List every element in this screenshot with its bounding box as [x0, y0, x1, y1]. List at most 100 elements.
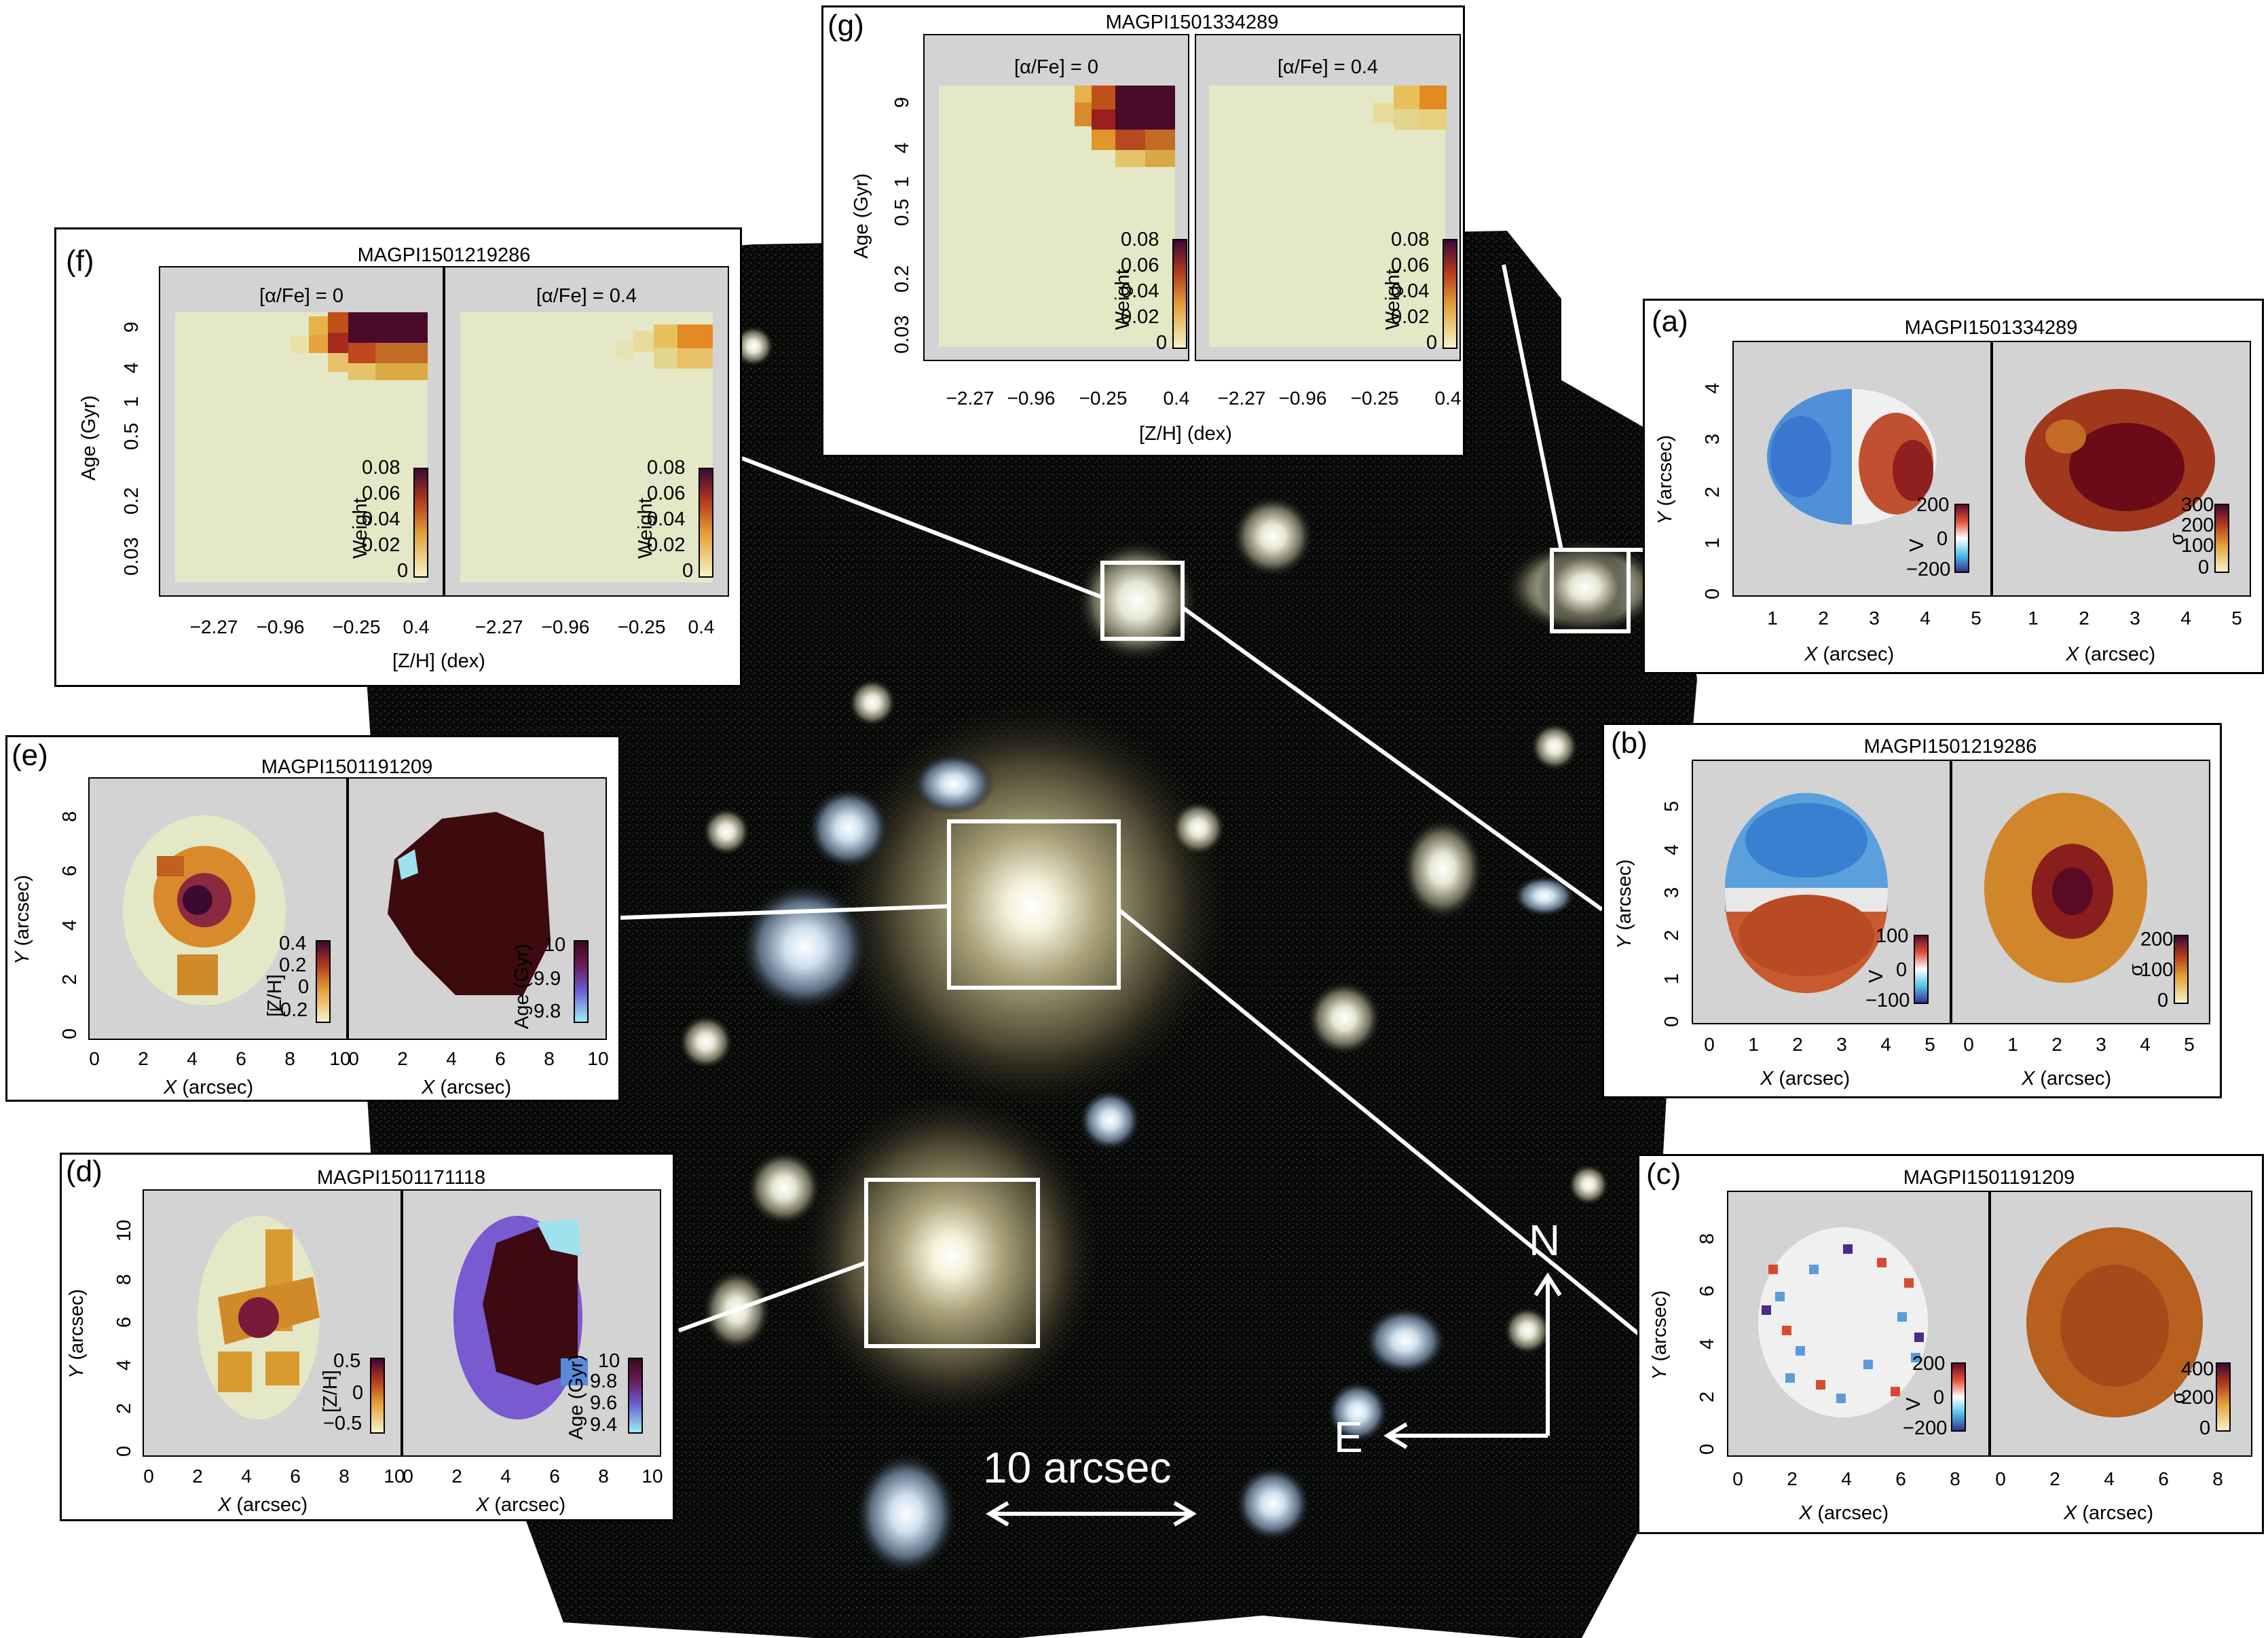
panel-g-cbar-tick-r3: 0.02 [1391, 306, 1430, 328]
panel-b-xlabel-left-var: X [1760, 1068, 1774, 1090]
panel-f-ytick-0: 0.03 [121, 537, 143, 576]
panel-c-ylabel-var: Y [1649, 1366, 1671, 1380]
panel-a-ytick-4: 4 [1702, 382, 1724, 394]
panel-a-xtick-l0: 1 [1767, 608, 1778, 629]
panel-c-xtick-r2: 4 [2104, 1468, 2115, 1489]
panel-b-cbarR-label: σ [2125, 964, 2147, 976]
panel-e-xtick-r2: 4 [446, 1048, 457, 1069]
panel-a-xtick-r4: 5 [2231, 608, 2242, 629]
panel-e-cbarL-tick-3: −0.2 [269, 999, 308, 1021]
panel-f-cbar-tick-l0: 0.08 [362, 457, 401, 479]
panel-f-cbar-tick-r2: 0.04 [647, 508, 686, 530]
panel-f-xtick-l2: −0.25 [332, 616, 381, 637]
panel-a-ylabel-var: Y [1654, 511, 1676, 525]
panel-c-xtick-l0: 0 [1732, 1468, 1743, 1489]
panel-c-xlabel-right-var: X [2064, 1502, 2077, 1524]
panel-a-xlabel-right: X (arcsec) [2066, 644, 2155, 666]
panel-g-ytick-1: 0.2 [891, 265, 913, 293]
panel-a-cbarR-tick-1: 200 [2181, 515, 2214, 536]
panel-d-xtick-l2: 4 [241, 1466, 252, 1487]
panel-b-xlabel-right: X (arcsec) [2022, 1068, 2111, 1090]
panel-d-cbarR-tick-2: 9.6 [590, 1392, 618, 1414]
panel-f-xtick-l0: −2.27 [189, 616, 238, 637]
panel-f-cbar-label-right: Weight [635, 498, 656, 559]
panel-a-xlabel-left-var: X [1804, 644, 1818, 665]
panel-b-letter: (b) [1611, 726, 1648, 760]
panel-g-cbar-tick-l2: 0.04 [1121, 280, 1159, 302]
panel-d-cbarR-tick-3: 9.4 [590, 1414, 618, 1436]
panel-g-xtick-r2: −0.25 [1350, 388, 1399, 409]
panel-e-xtick-l2: 4 [187, 1048, 198, 1069]
panel-a-xtick-r3: 4 [2180, 608, 2191, 629]
panel-d-xtick-r5: 10 [642, 1466, 663, 1487]
panel-g-xtick-l1: −0.96 [1007, 388, 1056, 409]
panel-e-xlabel-left-unit: (arcsec) [176, 1077, 254, 1098]
panel-b-ytick-2: 2 [1661, 929, 1683, 941]
panel-d-cbarL-tick-2: −0.5 [323, 1413, 362, 1434]
panel-e: (e) MAGPI1501191209 Y (arcsec) 0 2 4 6 8… [5, 735, 620, 1102]
panel-g-xtick-l0: −2.27 [946, 388, 994, 409]
panel-d: (d) MAGPI1501171118 Y (arcsec) 0 2 4 6 8… [60, 1153, 675, 1521]
panel-c-xlabel-right-unit: (arcsec) [2077, 1502, 2154, 1524]
panel-c-cbarR-tick-2: 0 [2199, 1417, 2211, 1439]
panel-b-xtick-r5: 5 [2184, 1034, 2195, 1055]
panel-f-xlabel: [Z/H] (dex) [392, 650, 485, 672]
panel-c-title: MAGPI1501191209 [1903, 1167, 2075, 1189]
panel-a-ytick-3: 3 [1702, 433, 1724, 445]
panel-c-xlabel-right: X (arcsec) [2064, 1502, 2153, 1525]
panel-e-xtick-l4: 8 [284, 1048, 295, 1069]
panel-a-cbarR-tick-0: 300 [2181, 494, 2214, 516]
panel-b-cbarL-label: V [1865, 969, 1887, 983]
panel-f-cbar-label-left: Weight [350, 498, 371, 559]
panel-d-plot [143, 1189, 661, 1457]
panel-a-xlabel-left-unit: (arcsec) [1817, 644, 1895, 665]
panel-f-xtick-l1: −0.96 [256, 616, 305, 637]
panel-f-cbar-tick-r3: 0.02 [647, 534, 686, 556]
panel-d-xtick-r4: 8 [598, 1466, 609, 1487]
panel-c-ytick-2: 4 [1696, 1338, 1718, 1350]
panel-e-ytick-3: 6 [59, 865, 81, 876]
panel-b-cbarL-tick-0: 100 [1876, 925, 1909, 947]
panel-b-xtick-l5: 5 [1925, 1034, 1935, 1055]
panel-d-cbarL-tick-1: 0 [352, 1382, 364, 1404]
panel-e-cbarR-label: Age (Gyr) [511, 944, 533, 1029]
panel-d-xlabel-left-var: X [218, 1494, 231, 1516]
galaxies [679, 326, 1667, 1575]
panel-c-cbarR-label: σ [2168, 1392, 2189, 1404]
panel-g-ytick-2: 0.5 [891, 198, 913, 226]
panel-g-cbar-tick-r4: 0 [1426, 332, 1438, 354]
panel-g-xtick-l3: 0.4 [1163, 388, 1190, 409]
panel-e-xtick-r0: 0 [348, 1048, 359, 1069]
panel-f-title: MAGPI1501219286 [357, 244, 531, 266]
panel-e-cbarL-tick-1: 0.2 [279, 954, 307, 976]
panel-e-xlabel-left: X (arcsec) [164, 1077, 253, 1099]
panel-f-cbar-tick-r0: 0.08 [647, 457, 686, 479]
panel-d-ytick-3: 6 [113, 1316, 135, 1328]
panel-c-ytick-3: 6 [1696, 1285, 1718, 1297]
panel-c-ytick-4: 8 [1696, 1233, 1718, 1244]
panel-a-plot [1732, 341, 2251, 597]
panel-f-cbar-tick-l2: 0.04 [362, 508, 401, 530]
panel-g-cbar-tick-l1: 0.06 [1121, 255, 1159, 276]
panel-d-xtick-l1: 2 [192, 1466, 203, 1487]
panel-f-xtick-r0: −2.27 [475, 616, 523, 637]
panel-c-cbarL-tick-2: −200 [1903, 1417, 1948, 1439]
panel-d-ylabel-unit: (arcsec) [66, 1288, 88, 1366]
panel-e-ytick-4: 8 [59, 811, 81, 822]
panel-d-xlabel-right-unit: (arcsec) [489, 1494, 566, 1516]
panel-f-ytick-4: 4 [121, 362, 143, 373]
panel-g-cbar-label-left: Weight [1112, 269, 1134, 330]
panel-f-ytick-1: 0.2 [121, 487, 143, 515]
panel-e-ylabel-unit: (arcsec) [12, 874, 33, 952]
panel-g-ytick-5: 9 [891, 96, 913, 108]
panel-g-xtick-r1: −0.96 [1278, 388, 1327, 409]
panel-f-subtitle-right: [α/Fe] = 0.4 [536, 285, 637, 307]
panel-c-xtick-l1: 2 [1787, 1468, 1798, 1489]
panel-b-xtick-r3: 3 [2096, 1034, 2106, 1055]
panel-e-plot [88, 777, 607, 1040]
panel-b-cbarR-tick-0: 200 [2140, 929, 2174, 950]
panel-c-xtick-r4: 8 [2212, 1468, 2223, 1489]
panel-b-ytick-4: 4 [1661, 844, 1683, 855]
panel-g-xtick-l2: −0.25 [1079, 388, 1128, 409]
panel-d-xtick-r1: 2 [451, 1466, 462, 1487]
